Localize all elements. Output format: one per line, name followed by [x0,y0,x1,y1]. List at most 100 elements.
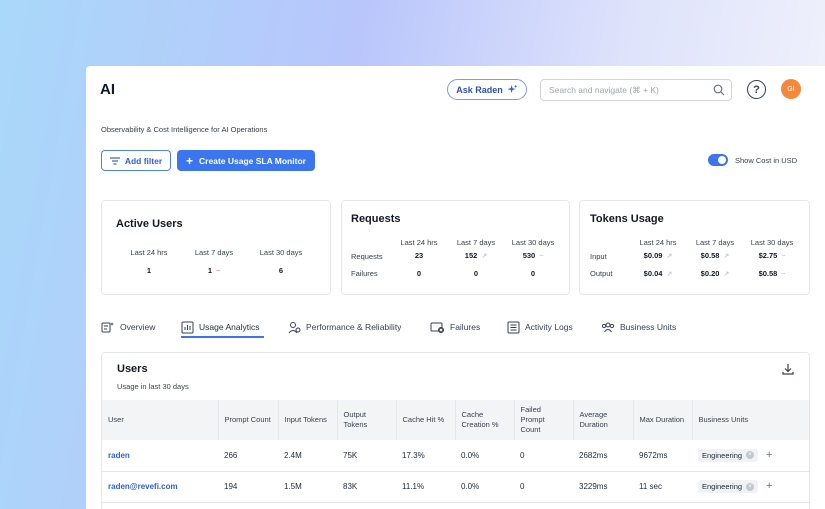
trend-down-icon: ~ [216,268,221,275]
metric-value: $0.20 ↗ [700,269,730,278]
page-subtitle: Observability & Cost Intelligence for AI… [101,125,268,134]
failure-icon [430,322,444,333]
table-cell: 0.0% [455,471,514,503]
trend-flat-icon: ↗ [723,253,730,260]
log-icon [507,321,520,333]
table-cell: 2682ms [573,440,633,472]
column-header[interactable]: Average Duration [573,400,634,440]
trend-flat-icon: ↗ [666,271,673,278]
table-row: raden 266 2.4M 75K 17.3% 0.0% 0 2682ms 9… [102,440,809,472]
column-header[interactable]: Max Duration [633,400,693,440]
column-header[interactable]: Output Tokens [337,400,397,440]
metric-value: $0.09 ↗ [643,251,673,260]
filter-icon [109,156,120,165]
column-header[interactable]: Business Units [692,400,809,440]
tab-label: Business Units [620,322,677,332]
table-cell: 266 [218,440,278,472]
metric-value: 152 ↗ [464,251,488,260]
main-panel: AI Ask Raden ? GI Observability & Cost I… [86,66,825,509]
sparkle-icon [507,84,518,94]
tab-business-units[interactable]: Business Units [601,316,676,338]
tokens-usage-card: Tokens Usage Last 24 hrs Last 7 days Las… [579,200,810,295]
overview-icon [101,321,114,332]
tab-usage-analytics[interactable]: Usage Analytics [181,316,264,338]
table-cell: 17.3% [396,440,455,472]
chip-label: Engineering [702,482,743,491]
page-title: AI [100,81,115,98]
performance-icon [288,321,301,333]
column-header: Last 7 days [194,248,234,257]
table-cell: 0 [514,471,573,503]
business-unit-chip: Engineering × [698,448,759,462]
users-table: User Prompt Count Input Tokens Output To… [102,400,809,503]
card-title: Active Users [116,218,183,230]
metric-value: $0.58 ~ [758,269,786,278]
metric-value: 0 [473,269,479,278]
users-title: Users [117,363,148,375]
column-header: Last 30 days [511,238,555,247]
download-icon[interactable] [782,363,794,375]
create-label: Create Usage SLA Monitor [199,155,306,166]
metric-value: 1 [146,266,152,275]
card-title: Tokens Usage [590,213,664,225]
tab-bar: Overview Usage Analytics Performance & R… [101,316,811,338]
business-unit-cell: Engineering × + [692,440,809,472]
table-cell: 194 [218,471,278,503]
ask-raden-label: Ask Raden [456,84,503,95]
user-link[interactable]: raden@revefi.com [102,471,218,503]
search-box[interactable] [540,79,732,101]
table-cell: 0 [514,440,573,472]
metric-value: 6 [278,266,284,275]
column-header[interactable]: Input Tokens [278,400,338,440]
tab-activity-logs[interactable]: Activity Logs [507,316,573,338]
metric-value: 1 ~ [207,266,221,275]
column-header[interactable]: Prompt Count [218,400,279,440]
column-header[interactable]: User [102,400,219,440]
metric-value: 0 [530,269,536,278]
tab-label: Activity Logs [525,322,573,332]
table-cell: 83K [337,471,396,503]
table-cell: 9672ms [633,440,692,472]
user-link[interactable]: raden [102,440,218,472]
row-label: Input [590,252,607,261]
column-header[interactable]: Cache Creation % [455,400,515,440]
column-header: Last 7 days [456,238,496,247]
show-cost-toggle[interactable] [708,154,728,166]
metric-value: $2.75 ~ [758,251,786,260]
tab-performance-reliability[interactable]: Performance & Reliability [288,316,401,338]
trend-flat-icon: ~ [781,271,786,278]
metric-value: $0.04 ↗ [643,269,673,278]
add-filter-label: Add filter [124,155,163,166]
plus-icon: + [186,153,194,168]
trend-flat-icon: ↗ [666,253,673,260]
add-unit-icon[interactable]: + [766,480,773,492]
tab-label: Performance & Reliability [306,322,402,332]
table-cell: 11 sec [633,471,692,503]
row-label: Requests [351,252,383,261]
table-cell: 75K [337,440,396,472]
ask-raden-button[interactable]: Ask Raden [447,79,527,100]
column-header: Last 24 hrs [130,248,168,257]
tab-overview[interactable]: Overview [101,316,155,338]
table-header-row: User Prompt Count Input Tokens Output To… [102,400,809,440]
add-unit-icon[interactable]: + [766,448,773,461]
metric-value: 530 ~ [522,251,544,260]
column-header[interactable]: Failed Prompt Count [514,400,574,440]
avatar[interactable]: GI [781,79,801,99]
tab-label: Overview [120,322,156,332]
tab-failures[interactable]: Failures [430,316,480,338]
metric-value: $0.58 ↗ [700,251,730,260]
table-cell: 1.5M [278,471,337,503]
column-header: Last 24 hrs [400,238,438,247]
search-icon [713,84,725,96]
row-label: Output [590,269,613,278]
add-filter-button[interactable]: Add filter [101,150,171,171]
column-header[interactable]: Cache Hit % [396,400,456,440]
column-header: Last 30 days [750,238,794,247]
search-input[interactable] [541,80,701,100]
remove-chip-icon[interactable]: × [746,482,755,491]
table-cell: 11.1% [396,471,455,503]
help-icon[interactable]: ? [747,80,766,99]
remove-chip-icon[interactable]: × [746,451,755,460]
create-usage-sla-monitor-button[interactable]: + Create Usage SLA Monitor [177,150,315,171]
